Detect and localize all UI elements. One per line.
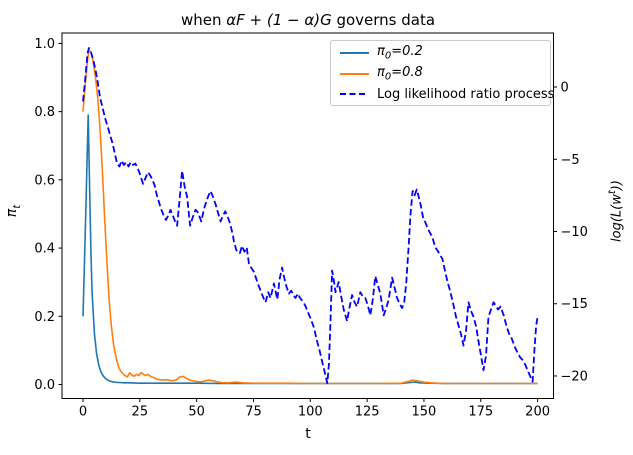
- legend-label-pi0-08: π0=0.8: [377, 64, 423, 83]
- legend-line-sample-llr: [340, 93, 369, 96]
- x-tick-label: 150: [412, 405, 437, 420]
- x-tick-label: 75: [245, 405, 262, 420]
- pi0-08-line: [82, 49, 538, 385]
- y-left-label-subscript: t: [11, 204, 23, 209]
- chart-title-suffix: governs data: [331, 11, 436, 29]
- y-left-tick-label: 0.6: [34, 173, 55, 188]
- y-left-tick-label: 0.0: [34, 378, 55, 393]
- y-left-tick-label: 1.0: [34, 37, 55, 52]
- x-tick-label: 125: [355, 405, 380, 420]
- x-tick-label: 50: [188, 405, 205, 420]
- y-right-label-pre: log(L(w: [609, 194, 625, 242]
- y-axis-label-right: log(L(wt)): [603, 151, 625, 271]
- y-left-tick-label: 0.2: [34, 310, 55, 325]
- x-tick-label: 25: [132, 405, 149, 420]
- legend-item-pi0-02: π0=0.2: [331, 43, 550, 64]
- x-tick-label: 200: [525, 405, 550, 420]
- x-tick-label: 100: [298, 405, 323, 420]
- y-left-label-symbol: π: [4, 208, 20, 218]
- y-axis-label-left: πt: [1, 195, 23, 227]
- chart-title-math: αF + (1 − α)G: [226, 11, 332, 29]
- chart-title-prefix: when: [180, 11, 227, 29]
- chart-title: when αF + (1 − α)G governs data: [62, 11, 554, 29]
- legend-label-pi0-02: π0=0.2: [377, 44, 423, 63]
- legend-line-sample-pi0-08: [340, 72, 369, 75]
- y-left-tick-label: 0.8: [34, 105, 55, 120]
- y-right-tick-label: 0: [561, 81, 569, 96]
- legend-item-llr: Log likelihood ratio process: [331, 84, 554, 105]
- y-right-label-post: )): [609, 180, 625, 191]
- legend-label-llr: Log likelihood ratio process: [377, 86, 555, 102]
- legend-line-sample-pi0-02: [340, 52, 369, 55]
- y-right-tick-label: −15: [561, 297, 588, 312]
- y-right-tick-label: −10: [561, 225, 588, 240]
- legend-item-pi0-08: π0=0.8: [331, 64, 550, 85]
- x-axis-label: t: [305, 426, 311, 442]
- y-right-tick-label: −20: [561, 369, 588, 384]
- y-right-tick-label: −5: [561, 153, 580, 168]
- x-tick-label: 175: [468, 405, 493, 420]
- log-likelihood-ratio-line: [82, 47, 539, 385]
- y-left-tick-label: 0.4: [34, 242, 55, 257]
- pi0-02-line: [82, 114, 538, 385]
- legend: π0=0.2 π0=0.8 Log likelihood ratio proce…: [330, 40, 554, 106]
- axes-frame: [61, 32, 554, 399]
- x-tick-label: 0: [79, 405, 87, 420]
- y-right-label-superscript: t: [607, 190, 618, 195]
